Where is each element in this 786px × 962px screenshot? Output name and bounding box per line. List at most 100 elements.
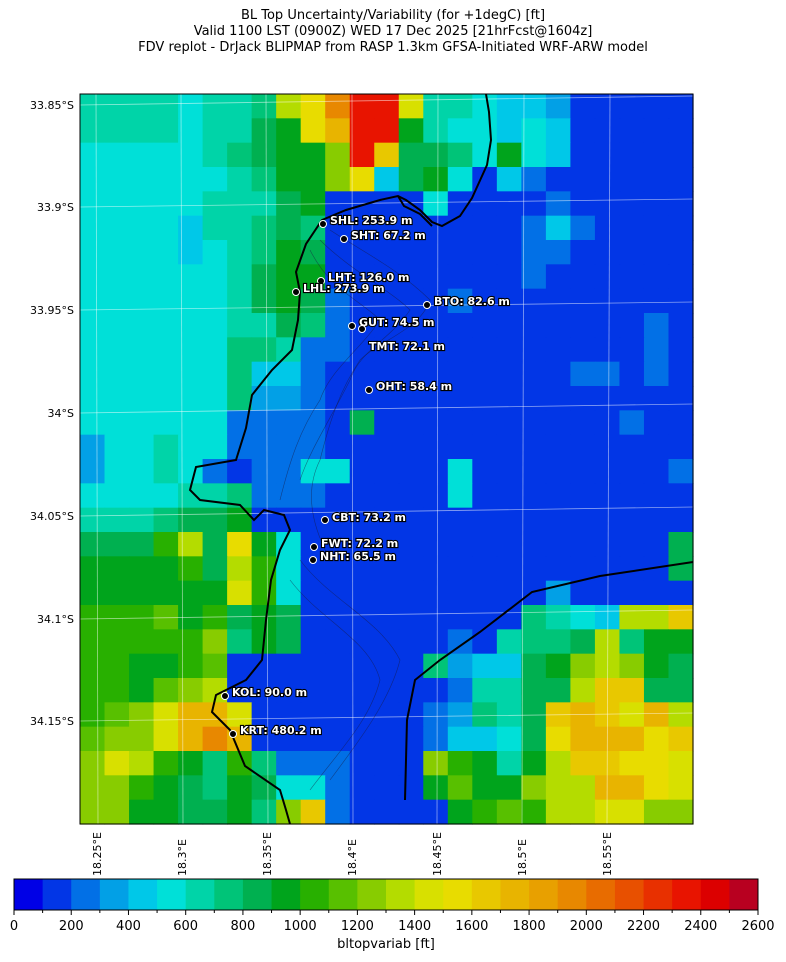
- heatmap-cell: [619, 726, 645, 752]
- heatmap-cell: [447, 507, 473, 533]
- heatmap-cell: [521, 580, 547, 606]
- heatmap-cell: [80, 556, 106, 582]
- station-lht: LHT: 126.0 m: [317, 270, 411, 285]
- heatmap-cell: [594, 288, 621, 314]
- heatmap-cell: [153, 94, 179, 119]
- heatmap-cell: [251, 410, 277, 436]
- heatmap-cell: [496, 799, 522, 825]
- colorbar-tick-label: 2600: [741, 919, 774, 934]
- heatmap-cell: [545, 556, 571, 582]
- heatmap-cell: [496, 410, 522, 436]
- heatmap-cell: [153, 167, 179, 192]
- heatmap-cell: [104, 215, 130, 241]
- heatmap-cell: [545, 459, 571, 484]
- heatmap-cell: [202, 653, 228, 679]
- heatmap-cell: [300, 605, 326, 630]
- heatmap-cell: [300, 653, 326, 679]
- graticule-lat: [79, 506, 694, 517]
- heatmap-cell: [570, 653, 596, 679]
- heatmap-cell: [129, 215, 155, 241]
- heatmap-cell: [447, 118, 473, 144]
- station-dot: [340, 235, 348, 243]
- heatmap-cell: [423, 751, 449, 776]
- heatmap-cell: [178, 94, 204, 119]
- heatmap-cell: [447, 605, 473, 630]
- contour: [311, 229, 431, 561]
- heatmap-cell: [545, 240, 571, 265]
- heatmap-cell: [472, 605, 498, 630]
- heatmap-cell: [398, 532, 424, 557]
- heatmap-cell: [521, 434, 547, 460]
- heatmap-cell: [668, 751, 694, 776]
- heatmap-cell: [398, 167, 424, 192]
- heatmap-cell: [153, 775, 179, 801]
- heatmap-cell: [80, 337, 106, 363]
- heatmap-cell: [472, 118, 498, 144]
- heatmap-cell: [668, 215, 694, 241]
- heatmap-cell: [594, 507, 621, 533]
- heatmap-cell: [668, 483, 694, 509]
- heatmap-cell: [643, 142, 670, 168]
- colorbar-swatch: [128, 879, 158, 910]
- heatmap-cell: [202, 240, 228, 265]
- heatmap-cell: [619, 459, 645, 484]
- heatmap-cell: [202, 434, 228, 460]
- heatmap-cell: [227, 313, 253, 338]
- heatmap-cell: [570, 751, 596, 776]
- heatmap-cell: [570, 775, 596, 801]
- heatmap-cell: [276, 434, 302, 460]
- map-frame: [79, 93, 694, 825]
- heatmap-cell: [472, 775, 498, 801]
- coastline-peninsula: [188, 93, 493, 825]
- colorbar-tick-label: 1000: [284, 919, 317, 934]
- heatmap-cell: [178, 240, 204, 265]
- heatmap-cell: [423, 678, 449, 703]
- heatmap-cell: [374, 191, 400, 217]
- heatmap-cell: [570, 240, 596, 265]
- colorbar-tick-label: 400: [116, 919, 141, 934]
- graticule-lon: [351, 93, 354, 825]
- graticule-lon: [436, 93, 439, 825]
- heatmap-cell: [80, 702, 106, 728]
- heatmap-cell: [325, 337, 351, 363]
- heatmap-cell: [594, 580, 621, 606]
- heatmap-cell: [80, 94, 106, 119]
- heatmap-cell: [349, 215, 375, 241]
- heatmap-cell: [472, 629, 498, 655]
- heatmap-cell: [643, 629, 670, 655]
- heatmap-cell: [349, 532, 375, 557]
- heatmap-cell: [104, 191, 130, 217]
- heatmap-cell: [619, 751, 645, 776]
- colorbar-swatch: [557, 879, 587, 910]
- colorbar-tick-label: 2200: [627, 919, 660, 934]
- heatmap-cell: [447, 775, 473, 801]
- heatmap-cell: [349, 799, 375, 825]
- heatmap-cell: [300, 678, 326, 703]
- heatmap-cell: [104, 167, 130, 192]
- heatmap-cell: [545, 678, 571, 703]
- graticule-lon: [180, 93, 184, 825]
- colorbar-tick-label: 600: [173, 919, 198, 934]
- colorbar-swatch: [242, 879, 272, 910]
- title-line-3: FDV replot - DrJack BLIPMAP from RASP 1.…: [138, 40, 648, 55]
- heatmap-cell: [325, 678, 351, 703]
- heatmap-cell: [227, 142, 253, 168]
- heatmap-cell: [423, 532, 449, 557]
- heatmap-cell: [153, 191, 179, 217]
- heatmap-cell: [398, 653, 424, 679]
- graticule-lat: [79, 301, 694, 311]
- heatmap-cell: [227, 580, 253, 606]
- colorbar-tick-label: 0: [10, 919, 18, 934]
- lat-tick-label: 33.9°S: [37, 201, 74, 214]
- graticule-lat: [79, 609, 694, 620]
- heatmap-cell: [619, 580, 645, 606]
- heatmap-cell: [300, 410, 326, 436]
- heatmap-cell: [349, 580, 375, 606]
- heatmap-cell: [594, 386, 621, 411]
- heatmap-cell: [521, 191, 547, 217]
- heatmap-cell: [374, 118, 400, 144]
- heatmap-cell: [153, 678, 179, 703]
- heatmap-cell: [276, 775, 302, 801]
- heatmap-cell: [619, 507, 645, 533]
- heatmap-cell: [668, 556, 694, 582]
